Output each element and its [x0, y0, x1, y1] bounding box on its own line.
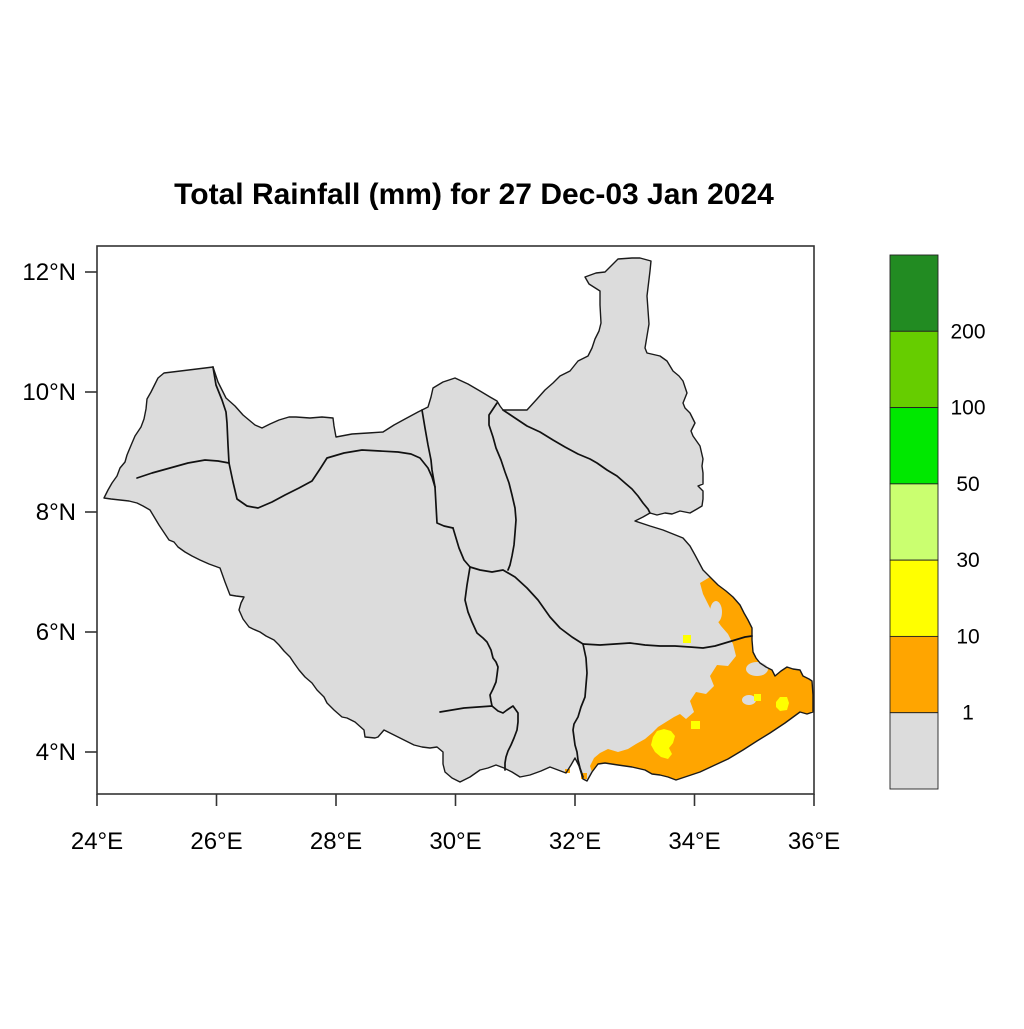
y-tick-label: 6°N	[36, 619, 76, 646]
x-tick-label: 36°E	[788, 828, 840, 855]
x-tick-label: 32°E	[549, 828, 601, 855]
colorbar-bin-1-10-mm	[889, 635, 939, 714]
colorbar-bin-10-30-mm	[889, 559, 939, 637]
y-tick-label: 8°N	[36, 499, 76, 526]
colorbar-bin-30-50-mm	[889, 483, 939, 561]
colorbar-tick-label: 200	[950, 320, 985, 343]
colorbar-bin-100-200-mm	[889, 330, 939, 409]
x-tick-label: 34°E	[668, 828, 720, 855]
colorbar-tick-label: 1	[962, 702, 974, 725]
state-borders	[136, 366, 753, 778]
rainfall-10-30mm-patches	[651, 635, 789, 759]
colorbar-tick-label: 50	[956, 473, 979, 496]
x-tick-label: 28°E	[310, 828, 362, 855]
south-sudan-landmass	[104, 258, 813, 782]
colorbar-tick-label: 100	[950, 397, 985, 420]
colorbar-tick-label: 30	[956, 549, 979, 572]
x-tick-label: 24°E	[71, 828, 123, 855]
y-tick-label: 4°N	[36, 739, 76, 766]
chart-title: Total Rainfall (mm) for 27 Dec-03 Jan 20…	[174, 178, 774, 211]
y-axis: 12°N 10°N 8°N 6°N 4°N	[22, 259, 97, 766]
colorbar-bin-below-1-mm	[889, 712, 939, 790]
colorbar-bin-above-200-mm	[889, 254, 939, 332]
colorbar-bin-50-100-mm	[889, 407, 939, 485]
south-sudan-outline	[103, 257, 814, 783]
y-tick-label: 12°N	[22, 259, 76, 286]
x-tick-label: 30°E	[429, 828, 481, 855]
x-tick-label: 26°E	[190, 828, 242, 855]
x-axis: 24°E 26°E 28°E 30°E 32°E 34°E 36°E	[71, 794, 840, 855]
map-panel	[103, 257, 814, 783]
colorbar-legend: 200 100 50 30 10 1	[889, 254, 986, 790]
y-tick-label: 10°N	[22, 379, 76, 406]
colorbar-tick-label: 10	[956, 625, 979, 648]
